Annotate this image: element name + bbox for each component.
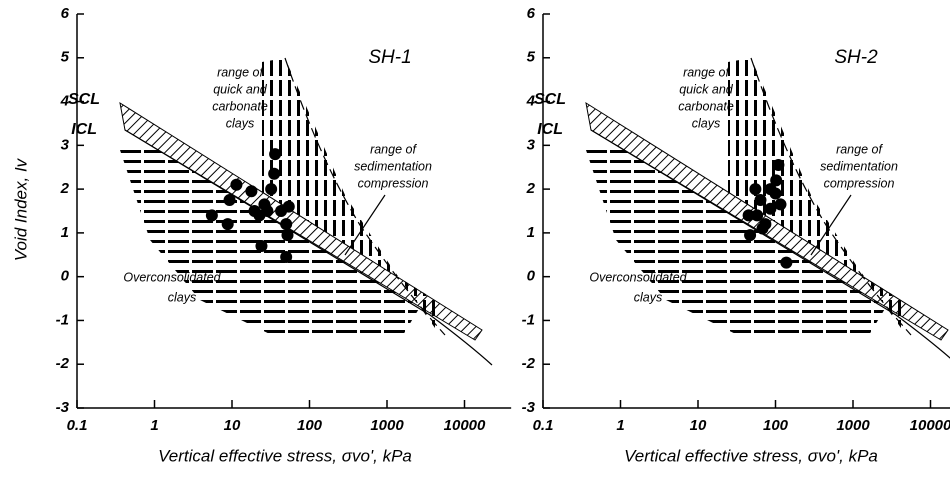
point bbox=[268, 167, 281, 180]
annotation: ICL bbox=[71, 121, 97, 138]
annotation: range of bbox=[217, 65, 264, 79]
boundary-curve bbox=[750, 57, 912, 336]
point bbox=[772, 159, 785, 172]
annotation: SCL bbox=[68, 91, 100, 108]
y-tick-label: 4 bbox=[526, 93, 536, 110]
point bbox=[223, 194, 236, 207]
x-tick-label: 10 bbox=[224, 417, 241, 434]
panel-title: SH-2 bbox=[834, 47, 878, 68]
point bbox=[774, 198, 787, 211]
arrow bbox=[344, 194, 386, 256]
x-tick-label: 1000 bbox=[836, 417, 870, 434]
annotation: quick and bbox=[213, 82, 268, 96]
point bbox=[205, 209, 218, 222]
annotation: quick and bbox=[679, 82, 734, 96]
x-tick-label: 10000 bbox=[444, 417, 486, 434]
point bbox=[245, 185, 258, 198]
y-tick-label: 4 bbox=[60, 93, 70, 110]
y-axis-label: Void Index, Iv bbox=[11, 157, 30, 261]
icl-curve bbox=[124, 129, 493, 366]
annotation: clays bbox=[692, 116, 720, 130]
y-tick-label: 2 bbox=[526, 180, 536, 197]
scl-band bbox=[119, 101, 483, 341]
point bbox=[764, 183, 777, 196]
x-tick-label: 1 bbox=[150, 417, 158, 434]
quick-clay-region bbox=[262, 58, 440, 335]
point bbox=[744, 229, 757, 242]
y-tick-label: 5 bbox=[61, 49, 70, 66]
y-tick-label: 1 bbox=[61, 224, 69, 241]
annotation: range of bbox=[370, 142, 417, 156]
point bbox=[780, 256, 793, 269]
arrow bbox=[810, 194, 852, 256]
point bbox=[751, 209, 764, 222]
annotation: Overconsolidated bbox=[123, 270, 221, 284]
annotation: Overconsolidated bbox=[589, 270, 687, 284]
x-tick-label: 10 bbox=[690, 417, 707, 434]
point bbox=[282, 200, 295, 213]
annotation: range of bbox=[836, 142, 883, 156]
y-tick-label: 6 bbox=[527, 5, 536, 22]
point bbox=[280, 250, 293, 263]
x-tick-label: 1000 bbox=[370, 417, 404, 434]
x-tick-label: 100 bbox=[297, 417, 323, 434]
point bbox=[754, 194, 767, 207]
icl-curve bbox=[590, 129, 950, 359]
y-tick-label: 5 bbox=[527, 49, 536, 66]
annotation: compression bbox=[358, 176, 429, 190]
y-tick-label: -3 bbox=[522, 399, 536, 416]
point bbox=[255, 240, 268, 253]
y-tick-label: -2 bbox=[56, 355, 70, 372]
point bbox=[261, 205, 274, 217]
boundary-curve bbox=[284, 57, 446, 336]
x-tick-label: 0.1 bbox=[533, 417, 554, 434]
point bbox=[742, 209, 755, 222]
x-axis-label: Vertical effective stress, σvo', kPa bbox=[158, 446, 412, 465]
annotation: carbonate bbox=[678, 99, 734, 113]
point bbox=[281, 229, 294, 242]
point bbox=[756, 222, 769, 235]
annotation: sedimentation bbox=[820, 159, 898, 173]
point bbox=[230, 178, 243, 191]
annotation: clays bbox=[168, 290, 196, 304]
annotation: range of bbox=[683, 65, 730, 79]
annotation: compression bbox=[824, 176, 895, 190]
panel: -3 -2 -1 0 1 2 3 4 5 6 0.1 1 10 100 1000 10000 Vertical … bbox=[522, 5, 950, 465]
point bbox=[280, 218, 293, 231]
y-tick-label: 1 bbox=[527, 224, 535, 241]
annotation: sedimentation bbox=[354, 159, 432, 173]
x-tick-label: 10000 bbox=[910, 417, 950, 434]
y-tick-label: -2 bbox=[522, 355, 536, 372]
x-tick-label: 1 bbox=[616, 417, 624, 434]
point bbox=[265, 183, 278, 196]
point bbox=[221, 218, 234, 231]
y-tick-label: -1 bbox=[522, 311, 535, 328]
point bbox=[269, 148, 282, 161]
overconsolidated-region bbox=[586, 150, 886, 340]
y-tick-label: 2 bbox=[60, 180, 70, 197]
quick-clay-region bbox=[728, 58, 906, 335]
y-tick-label: 3 bbox=[61, 136, 70, 153]
point bbox=[764, 202, 777, 215]
annotation: carbonate bbox=[212, 99, 268, 113]
annotation: clays bbox=[226, 116, 254, 130]
point bbox=[770, 174, 783, 187]
y-tick-label: 0 bbox=[527, 268, 536, 285]
x-axis-label: Vertical effective stress, σvo', kPa bbox=[624, 446, 878, 465]
annotation: ICL bbox=[537, 121, 563, 138]
x-tick-label: 100 bbox=[763, 417, 789, 434]
y-tick-label: 0 bbox=[61, 268, 70, 285]
x-tick-label: 0.1 bbox=[67, 417, 88, 434]
overconsolidated-region bbox=[120, 150, 420, 340]
y-tick-label: -3 bbox=[56, 399, 70, 416]
y-tick-label: 3 bbox=[527, 136, 536, 153]
panel-title: SH-1 bbox=[368, 47, 411, 68]
annotation: clays bbox=[634, 290, 662, 304]
y-tick-label: 6 bbox=[61, 5, 70, 22]
y-tick-label: -1 bbox=[56, 311, 69, 328]
point bbox=[749, 183, 762, 196]
panel: -3 -2 -1 0 1 2 3 4 5 6 0.1 1 10 100 1000 10000 Vertical … bbox=[11, 5, 512, 465]
annotation: SCL bbox=[534, 91, 566, 108]
